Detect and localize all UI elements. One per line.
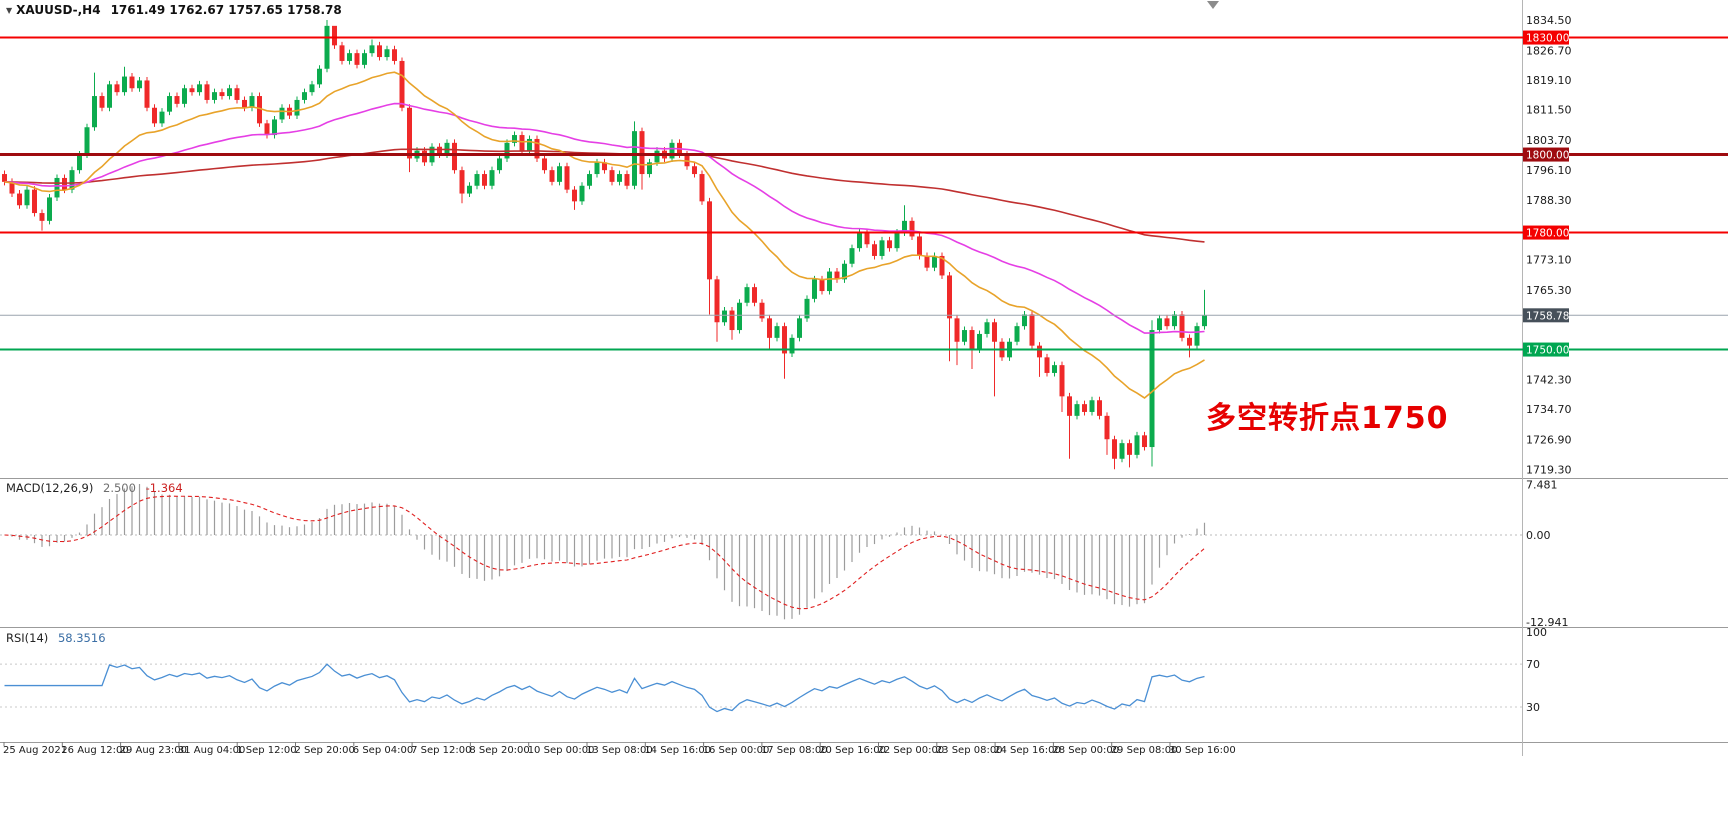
time-axis-label: 1 Sep 12:00	[236, 745, 296, 756]
moving-average-fast	[4, 71, 1205, 399]
time-axis-label: 29 Aug 23:00	[120, 745, 187, 756]
rsi-axis-label: 70	[1526, 658, 1540, 671]
current-price-badge	[1523, 308, 1569, 323]
macd-name: MACD(12,26,9)	[6, 481, 94, 495]
price-axis-label: 1765.30	[1526, 284, 1572, 297]
price-axis-label: 1819.10	[1526, 74, 1572, 87]
macd-signal-line	[4, 495, 1205, 610]
price-axis-label: 1719.30	[1526, 463, 1572, 476]
time-axis-label: 6 Sep 04:00	[353, 745, 413, 756]
price-axis-label: 1796.10	[1526, 164, 1572, 177]
level-badge-label: 1780.00	[1526, 228, 1569, 240]
time-axis-label: 31 Aug 04:00	[178, 745, 245, 756]
level-badge-label: 1750.00	[1526, 345, 1569, 357]
time-axis-label: 26 Aug 12:00	[61, 745, 128, 756]
time-axis-label: 8 Sep 20:00	[469, 745, 529, 756]
time-axis-label: 24 Sep 16:00	[994, 745, 1061, 756]
price-axis-label: 1788.30	[1526, 194, 1572, 207]
macd-histogram	[11, 484, 1206, 620]
price-axis-label: 1726.90	[1526, 434, 1572, 447]
macd-signal-value: -1.364	[145, 481, 183, 495]
time-axis-label: 20 Sep 16:00	[819, 745, 886, 756]
candles	[2, 20, 1207, 470]
price-axis-label: 1811.50	[1526, 104, 1572, 117]
price-axis-label: 1834.50	[1526, 14, 1572, 27]
level-badge	[1523, 225, 1569, 240]
rsi-value: 58.3516	[57, 631, 106, 645]
time-axis-label: 14 Sep 16:00	[644, 745, 711, 756]
symbol-marker-icon: ▼	[6, 6, 13, 15]
level-badge	[1523, 342, 1569, 357]
time-axis-label: 22 Sep 00:00	[878, 745, 945, 756]
macd-axis-label: 7.481	[1526, 479, 1558, 492]
chart-title: ▼ XAUUSD-,H4 1761.49 1762.67 1757.65 1758.…	[6, 3, 342, 17]
rsi-name: RSI(14)	[6, 631, 49, 645]
price-axis-label: 1734.70	[1526, 403, 1572, 416]
level-badge	[1523, 147, 1569, 162]
price-axis-label: 1826.70	[1526, 44, 1572, 57]
chart-shift-marker-icon[interactable]	[1207, 1, 1219, 9]
level-badge-label: 1800.00	[1526, 150, 1569, 162]
time-axis-label: 2 Sep 20:00	[295, 745, 355, 756]
time-axis-label: 28 Sep 00:00	[1052, 745, 1119, 756]
price-axis-label: 1773.10	[1526, 253, 1572, 266]
rsi-indicator-label: RSI(14) 58.3516	[6, 631, 106, 645]
macd-main-value: 2.500	[103, 481, 136, 495]
current-price-label: 1758.78	[1526, 310, 1569, 322]
time-axis-label: 16 Sep 00:00	[703, 745, 770, 756]
time-axis-label: 7 Sep 12:00	[411, 745, 471, 756]
macd-axis-label: -12.941	[1526, 616, 1568, 629]
macd-axis-label: 0.00	[1526, 529, 1551, 542]
price-axis-label: 1803.70	[1526, 134, 1572, 147]
annotation-text: 多空转折点1750	[1206, 401, 1449, 436]
time-axis-label: 29 Sep 08:00	[1111, 745, 1178, 756]
time-axis-label: 23 Sep 08:00	[936, 745, 1003, 756]
symbol-timeframe-label: XAUUSD-,H4	[16, 3, 101, 17]
time-axis-label: 17 Sep 08:00	[761, 745, 828, 756]
macd-indicator-label: MACD(12,26,9) 2.500 -1.364	[6, 481, 183, 495]
time-axis-label: 10 Sep 00:00	[528, 745, 595, 756]
rsi-line	[4, 663, 1205, 713]
time-axis-label: 30 Sep 16:00	[1169, 745, 1236, 756]
level-badge-label: 1830.00	[1526, 33, 1569, 45]
level-badge	[1523, 30, 1569, 45]
time-axis-label: 13 Sep 08:00	[586, 745, 653, 756]
rsi-axis-label: 100	[1526, 626, 1547, 639]
price-axis-label: 1742.30	[1526, 374, 1572, 387]
time-axis-label: 25 Aug 2021	[3, 745, 67, 756]
moving-average-mid	[4, 102, 1205, 334]
ohlc-values: 1761.49 1762.67 1757.65 1758.78	[110, 3, 342, 17]
rsi-axis-label: 30	[1526, 701, 1540, 714]
